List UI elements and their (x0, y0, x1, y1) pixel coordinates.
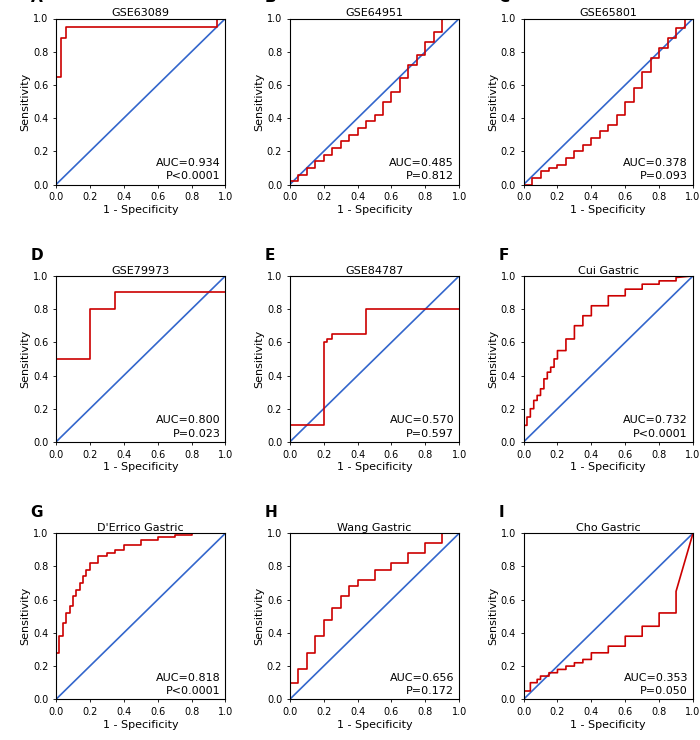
Text: P<0.0001: P<0.0001 (166, 686, 220, 696)
Text: P=0.093: P=0.093 (640, 171, 688, 181)
Y-axis label: Sensitivity: Sensitivity (488, 330, 498, 388)
Title: GSE79973: GSE79973 (111, 266, 170, 276)
Y-axis label: Sensitivity: Sensitivity (254, 73, 264, 131)
Text: D: D (31, 248, 43, 263)
Y-axis label: Sensitivity: Sensitivity (20, 73, 30, 131)
Text: P<0.0001: P<0.0001 (166, 171, 220, 181)
Text: P=0.172: P=0.172 (406, 686, 454, 696)
Text: P=0.050: P=0.050 (640, 686, 688, 696)
Text: P=0.023: P=0.023 (172, 428, 220, 439)
Y-axis label: Sensitivity: Sensitivity (488, 73, 498, 131)
Y-axis label: Sensitivity: Sensitivity (254, 587, 264, 645)
Title: GSE63089: GSE63089 (112, 8, 169, 18)
X-axis label: 1 - Specificity: 1 - Specificity (337, 205, 412, 215)
Title: GSE84787: GSE84787 (345, 266, 404, 276)
X-axis label: 1 - Specificity: 1 - Specificity (570, 462, 646, 472)
Text: P=0.812: P=0.812 (406, 171, 454, 181)
Y-axis label: Sensitivity: Sensitivity (254, 330, 264, 388)
X-axis label: 1 - Specificity: 1 - Specificity (337, 462, 412, 472)
Text: P=0.597: P=0.597 (406, 428, 454, 439)
Text: AUC=0.818: AUC=0.818 (155, 673, 220, 683)
Y-axis label: Sensitivity: Sensitivity (488, 587, 498, 645)
Text: AUC=0.800: AUC=0.800 (155, 415, 220, 425)
Text: P<0.0001: P<0.0001 (634, 428, 688, 439)
Text: AUC=0.353: AUC=0.353 (624, 673, 688, 683)
Text: H: H (265, 505, 277, 520)
Title: GSE65801: GSE65801 (580, 8, 637, 18)
Text: C: C (498, 0, 510, 5)
Y-axis label: Sensitivity: Sensitivity (20, 330, 30, 388)
Text: A: A (31, 0, 42, 5)
X-axis label: 1 - Specificity: 1 - Specificity (103, 205, 178, 215)
Text: AUC=0.378: AUC=0.378 (623, 158, 688, 168)
Text: B: B (265, 0, 276, 5)
X-axis label: 1 - Specificity: 1 - Specificity (103, 462, 178, 472)
Text: I: I (498, 505, 504, 520)
X-axis label: 1 - Specificity: 1 - Specificity (570, 205, 646, 215)
Title: GSE64951: GSE64951 (346, 8, 403, 18)
Text: AUC=0.732: AUC=0.732 (623, 415, 688, 425)
Text: AUC=0.570: AUC=0.570 (389, 415, 454, 425)
Title: Cui Gastric: Cui Gastric (578, 266, 639, 276)
Text: F: F (498, 248, 508, 263)
Text: G: G (31, 505, 43, 520)
X-axis label: 1 - Specificity: 1 - Specificity (337, 720, 412, 730)
Y-axis label: Sensitivity: Sensitivity (20, 587, 30, 645)
Title: D'Errico Gastric: D'Errico Gastric (97, 523, 184, 534)
Text: AUC=0.934: AUC=0.934 (155, 158, 220, 168)
Title: Wang Gastric: Wang Gastric (337, 523, 412, 534)
Title: Cho Gastric: Cho Gastric (576, 523, 641, 534)
Text: AUC=0.485: AUC=0.485 (389, 158, 454, 168)
X-axis label: 1 - Specificity: 1 - Specificity (103, 720, 178, 730)
Text: E: E (265, 248, 275, 263)
Text: AUC=0.656: AUC=0.656 (390, 673, 454, 683)
X-axis label: 1 - Specificity: 1 - Specificity (570, 720, 646, 730)
